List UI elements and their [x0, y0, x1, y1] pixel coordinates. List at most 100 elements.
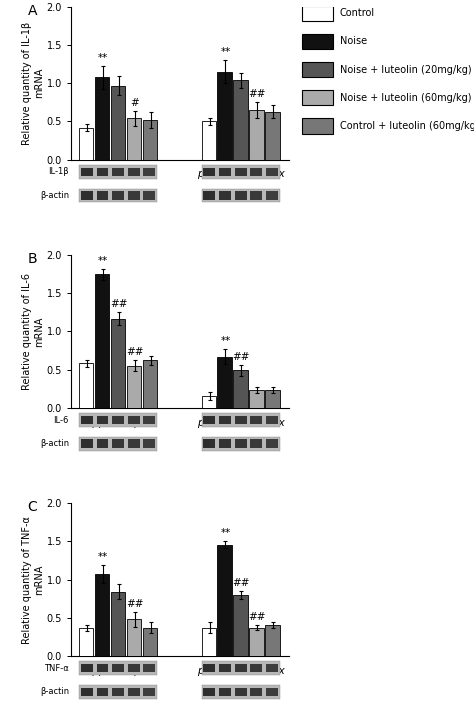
Bar	[127, 366, 141, 408]
Bar	[250, 440, 262, 448]
Bar	[143, 191, 155, 200]
Bar	[201, 627, 216, 656]
Text: β-actin: β-actin	[40, 191, 69, 200]
Bar	[201, 413, 280, 427]
Bar	[127, 619, 141, 656]
Bar	[302, 34, 333, 49]
Text: **: **	[220, 336, 230, 346]
Text: **: **	[220, 527, 230, 537]
Text: hippocampus: hippocampus	[84, 169, 154, 179]
Bar	[203, 416, 215, 424]
Bar	[203, 440, 215, 448]
Bar	[249, 110, 264, 160]
Bar	[203, 191, 215, 200]
Text: **: **	[98, 552, 108, 562]
Bar	[97, 168, 109, 176]
Bar	[79, 165, 157, 179]
Bar	[79, 189, 157, 202]
Bar	[111, 86, 125, 160]
Bar	[112, 440, 124, 448]
Text: Control: Control	[339, 9, 375, 18]
Bar	[143, 664, 155, 672]
Text: Noise: Noise	[339, 36, 367, 46]
Bar	[128, 688, 140, 696]
Text: C: C	[27, 501, 37, 514]
Bar	[302, 6, 333, 21]
Bar	[79, 128, 93, 160]
Text: β-actin: β-actin	[40, 439, 69, 448]
Bar	[266, 168, 278, 176]
Bar	[250, 168, 262, 176]
Bar	[265, 111, 280, 160]
Text: ##: ##	[233, 578, 250, 588]
Text: prefrontal cortex: prefrontal cortex	[198, 418, 285, 428]
Bar	[79, 627, 93, 656]
Bar	[143, 688, 155, 696]
Bar	[128, 440, 140, 448]
Bar	[143, 440, 155, 448]
Text: Control + luteolin (60mg/kg): Control + luteolin (60mg/kg)	[339, 121, 474, 131]
Bar	[128, 168, 140, 176]
Bar	[302, 62, 333, 77]
Bar	[250, 191, 262, 200]
Text: prefrontal cortex: prefrontal cortex	[198, 666, 285, 676]
Text: IL-1β: IL-1β	[48, 167, 69, 177]
Text: Noise + luteolin (20mg/kg): Noise + luteolin (20mg/kg)	[339, 65, 471, 74]
Bar	[143, 360, 157, 408]
Y-axis label: Relative quantity of IL-1β
mRNA: Relative quantity of IL-1β mRNA	[22, 22, 44, 145]
Bar	[81, 440, 93, 448]
Bar	[81, 168, 93, 176]
Bar	[128, 191, 140, 200]
Bar	[143, 627, 157, 656]
Bar	[266, 688, 278, 696]
Bar	[143, 120, 157, 160]
Text: **: **	[98, 52, 108, 62]
Bar	[201, 189, 280, 202]
Bar	[112, 168, 124, 176]
Bar	[95, 574, 109, 656]
Bar	[218, 72, 232, 160]
Text: ##: ##	[110, 299, 128, 309]
Text: **: **	[98, 256, 108, 266]
Bar	[97, 191, 109, 200]
Bar	[201, 165, 280, 179]
Text: ##: ##	[233, 352, 250, 362]
Bar	[235, 664, 246, 672]
Bar	[203, 664, 215, 672]
Bar	[81, 191, 93, 200]
Bar	[235, 168, 246, 176]
Text: TNF-α: TNF-α	[44, 664, 69, 673]
Text: Noise + luteolin (60mg/kg): Noise + luteolin (60mg/kg)	[339, 93, 471, 103]
Text: ##: ##	[126, 598, 144, 608]
Bar	[266, 191, 278, 200]
Text: ##: ##	[248, 613, 266, 623]
Bar	[219, 664, 231, 672]
Bar	[249, 390, 264, 408]
Bar	[112, 664, 124, 672]
Bar	[201, 437, 280, 450]
Bar	[81, 688, 93, 696]
Bar	[79, 364, 93, 408]
Bar	[95, 274, 109, 408]
Text: ##: ##	[248, 89, 266, 99]
Bar	[219, 191, 231, 200]
Bar	[112, 688, 124, 696]
Bar	[265, 390, 280, 408]
Text: hippocampus: hippocampus	[84, 418, 154, 428]
Bar	[250, 416, 262, 424]
Bar	[266, 416, 278, 424]
Text: β-actin: β-actin	[40, 687, 69, 696]
Bar	[201, 685, 280, 698]
Bar	[219, 168, 231, 176]
Bar	[219, 440, 231, 448]
Bar	[81, 664, 93, 672]
Bar	[233, 595, 248, 656]
Text: ##: ##	[126, 347, 144, 357]
Bar	[79, 413, 157, 427]
Bar	[112, 191, 124, 200]
Bar	[112, 416, 124, 424]
Bar	[219, 688, 231, 696]
Bar	[235, 191, 246, 200]
Text: A: A	[27, 4, 37, 18]
Y-axis label: Relative quantity of TNF-α
mRNA: Relative quantity of TNF-α mRNA	[22, 515, 44, 644]
